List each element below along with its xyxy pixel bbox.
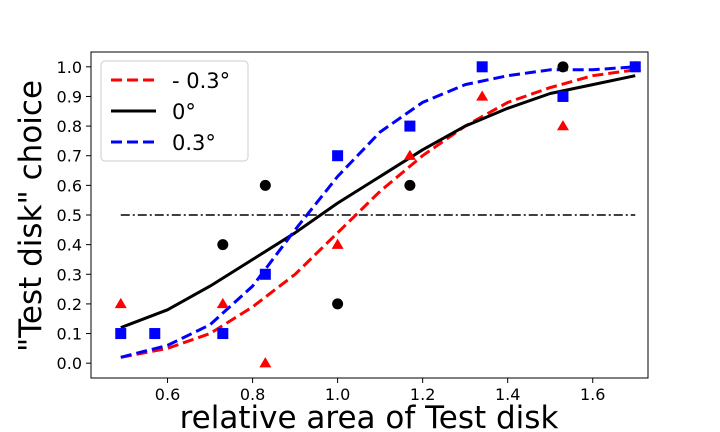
axes: 0.6 0.8 1.0 1.2 1.4 1.6 0.0 0.1 0.2 0.3 0.4 0.5 0.6 0… [57,51,649,404]
legend-label-0: - 0.3° [172,69,230,93]
data-point-series-2-7 [557,90,569,102]
y-tick-label-9: 0.9 [57,87,82,106]
y-tick-label-3: 0.3 [57,265,82,284]
y-tick-label-0: 0.0 [57,354,82,373]
y-tick-label-1: 0.1 [57,325,82,344]
legend-label-2: 0.3° [172,131,216,155]
x-tick-label-0: 0.6 [155,385,180,404]
data-point-series-0-2 [259,357,272,368]
data-point-series-2-6 [476,61,488,73]
data-point-series-2-1 [149,328,161,340]
x-tick-label-3: 1.2 [410,385,435,404]
x-tick-label-5: 1.6 [580,385,605,404]
x-tick-label-1: 0.8 [240,385,265,404]
data-point-series-1-2 [332,298,344,310]
legend-box [100,60,249,162]
x-tick-label-4: 1.4 [495,385,520,404]
data-point-series-2-0 [115,328,127,340]
data-point-series-2-5 [404,120,416,132]
fit-curve-series-2 [120,65,636,359]
data-point-series-0-4 [403,149,416,160]
fit-curve-series-1 [120,74,636,330]
legend: - 0.3° 0° 0.3° [100,60,249,162]
y-tick-label-10: 1.0 [57,58,82,77]
data-point-series-2-4 [332,150,344,162]
data-point-series-2-8 [629,61,641,73]
data-point-series-0-1 [216,297,229,309]
data-point-series-0-5 [476,90,489,101]
y-tick-label-4: 0.4 [57,236,82,255]
data-point-series-2-2 [217,328,229,340]
data-point-series-1-4 [557,61,569,73]
data-point-series-1-0 [217,239,229,251]
y-tick-label-8: 0.8 [57,117,82,136]
data-point-series-0-3 [331,238,344,249]
plot-area [114,60,642,368]
legend-label-1: 0° [172,100,196,124]
x-tick-label-2: 1.0 [325,385,350,404]
x-axis-label: relative area of Test disk [180,400,559,432]
y-axis-label: "Test disk" choice [13,80,49,352]
y-tick-label-6: 0.6 [57,176,82,195]
fit-curve-series-0 [120,68,636,359]
y-tick-label-5: 0.5 [57,206,82,225]
y-tick-label-7: 0.7 [57,147,82,166]
data-point-series-2-3 [259,268,271,280]
data-point-series-0-6 [556,120,569,131]
y-tick-label-2: 0.2 [57,295,82,314]
data-point-series-1-3 [404,179,416,191]
data-point-series-1-1 [259,179,271,191]
data-point-series-0-0 [114,297,127,309]
